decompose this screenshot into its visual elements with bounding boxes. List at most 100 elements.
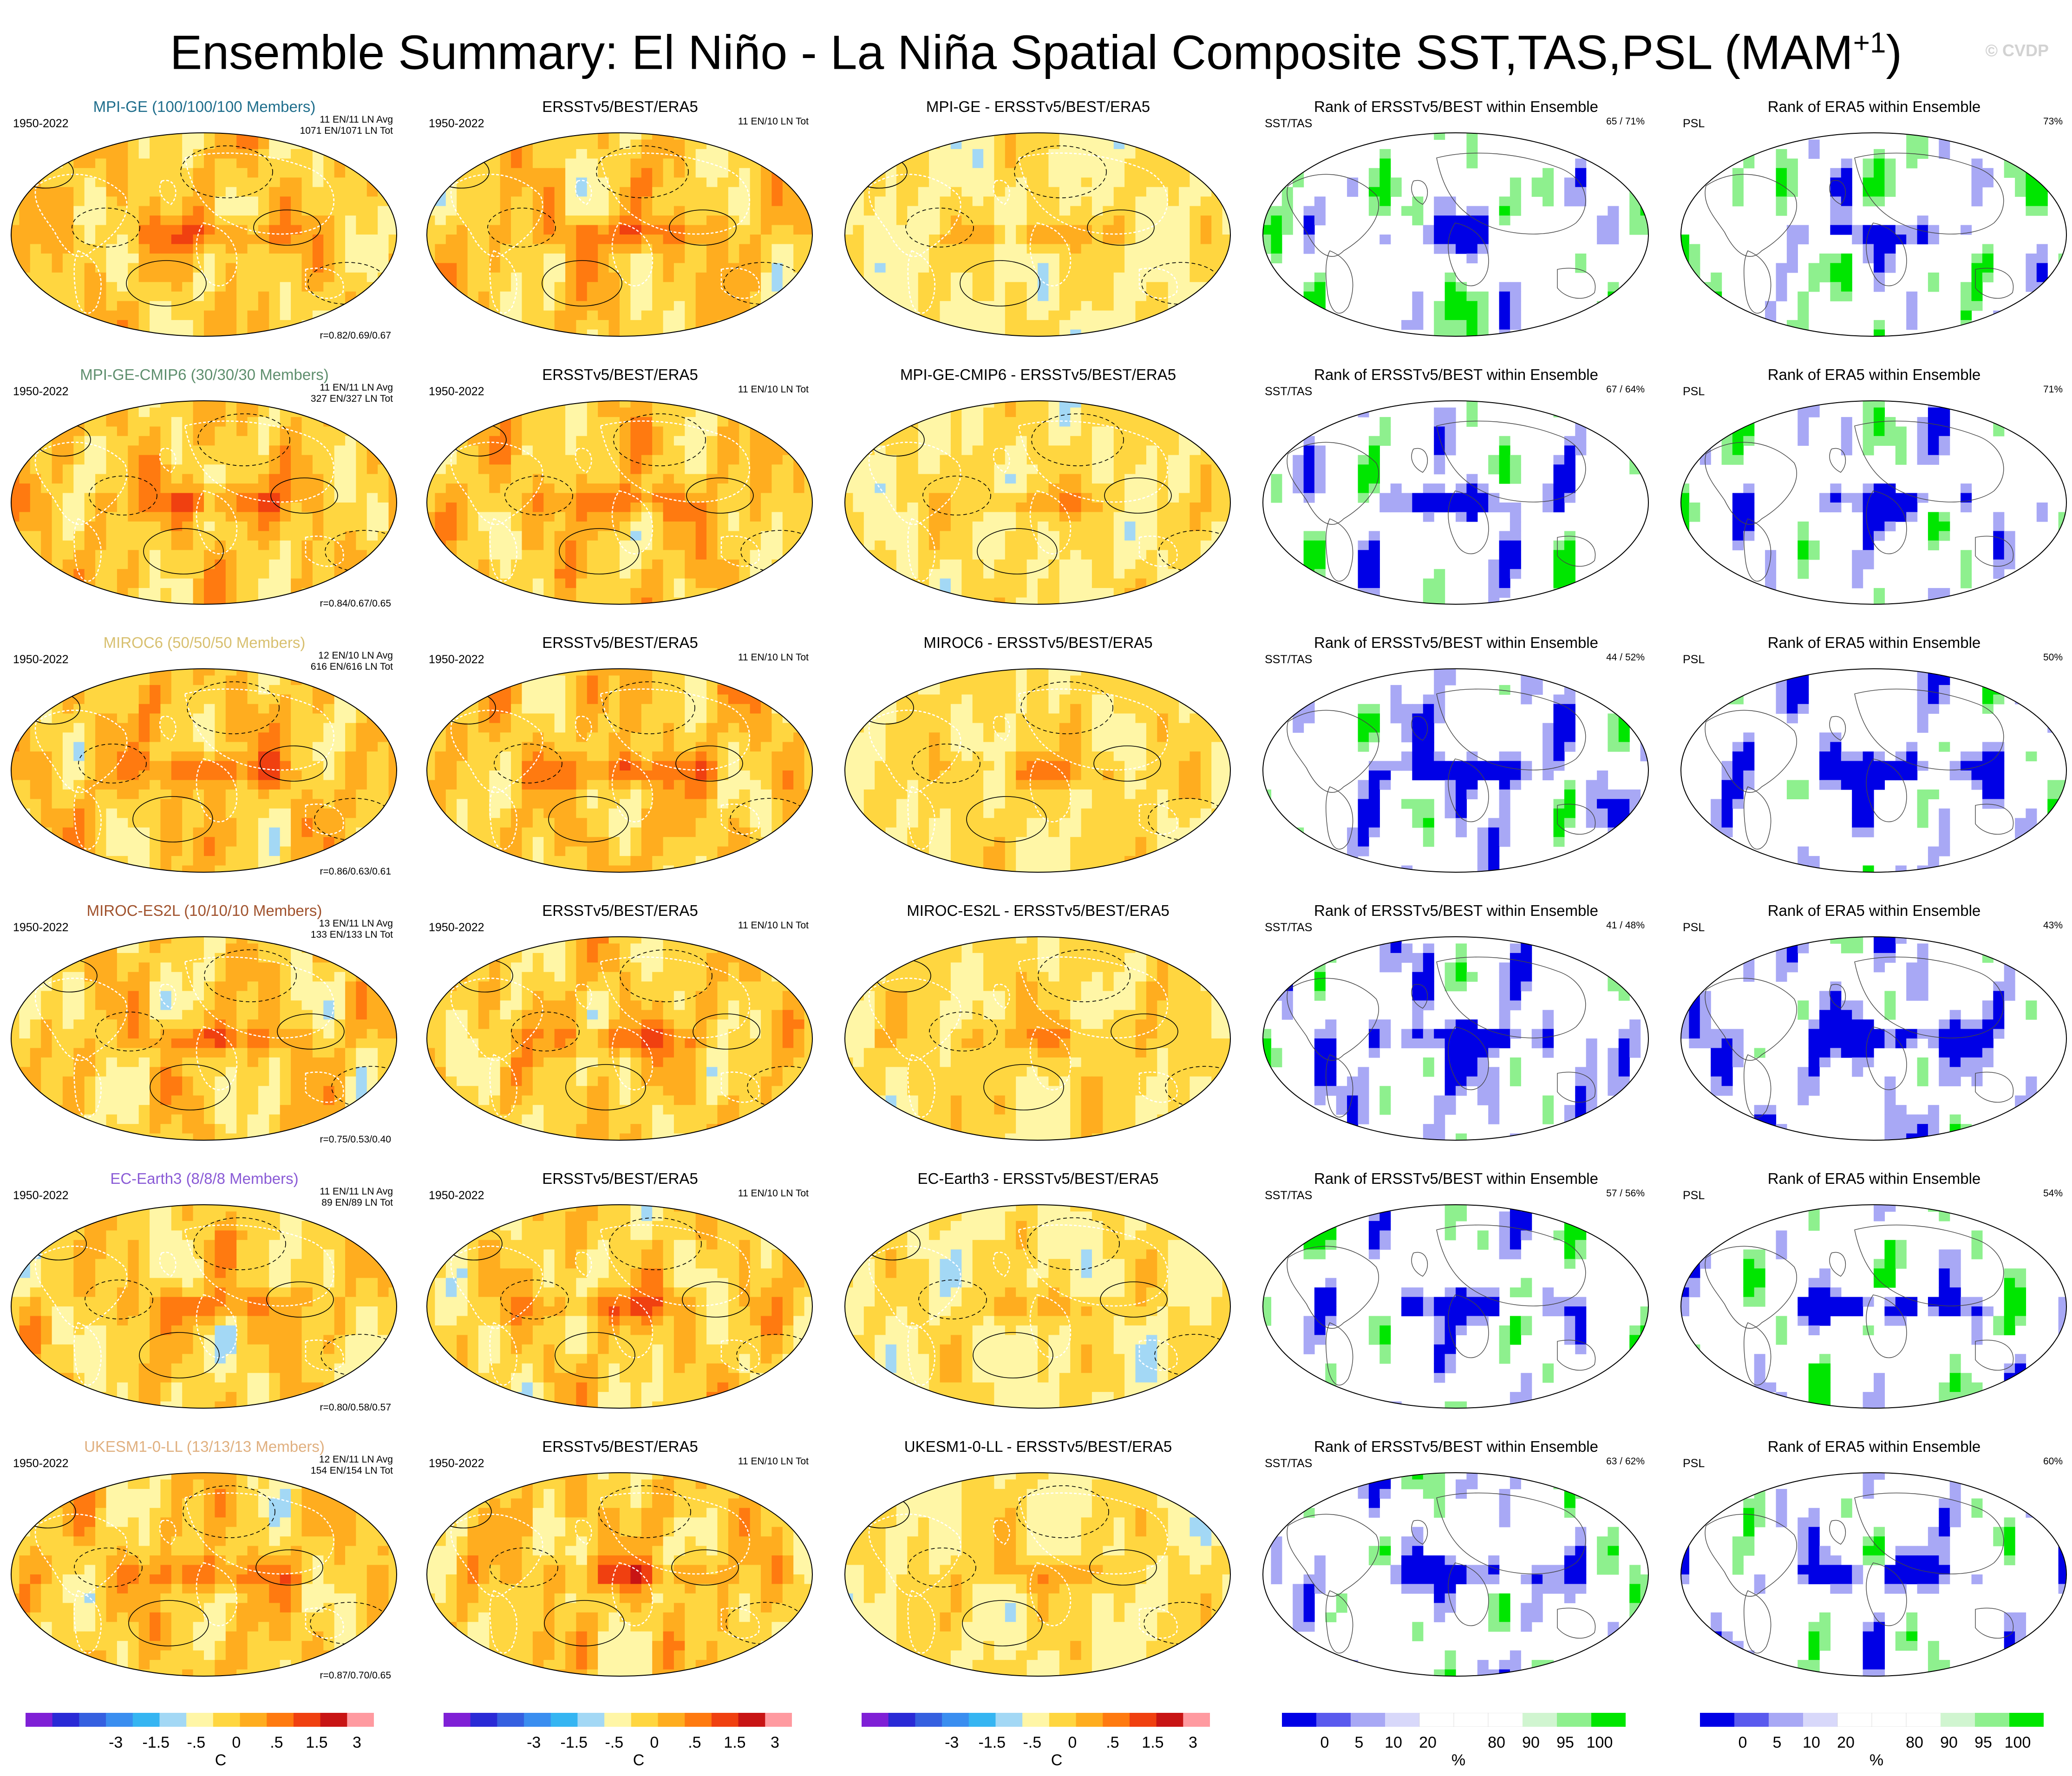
event-counts: 13 EN/11 LN Avg 133 EN/133 LN Tot [311, 918, 393, 940]
rank-sst-title: Rank of ERSSTv5/BEST within Ensemble [1314, 1170, 1598, 1187]
rank-psl-label: PSL [1683, 117, 1705, 130]
rank-psl-title: Rank of ERA5 within Ensemble [1767, 1170, 1981, 1187]
pattern-correlation: r=0.80/0.58/0.57 [320, 1402, 391, 1413]
rankp-map-4 [1680, 1204, 2067, 1409]
obs-count: 11 EN/10 LN Tot [738, 116, 809, 127]
temperature-tick-label: -.5 [187, 1734, 206, 1751]
model-title: MIROC-ES2L (10/10/10 Members) [86, 902, 322, 919]
event-counts: 12 EN/11 LN Avg 154 EN/154 LN Tot [311, 1454, 393, 1476]
rank-tick-label: 0 [1738, 1734, 1747, 1751]
rank-psl-value: 54% [2043, 1188, 2063, 1199]
diff-panel-0: MPI-GE - ERSSTv5/BEST/ERA5 [838, 98, 1238, 348]
rank-sst-value: 67 / 64% [1606, 384, 1645, 395]
avg-count: 12 EN/11 LN Avg [319, 1454, 393, 1465]
rank-tick-label: 5 [1354, 1734, 1364, 1751]
rank-psl-title: Rank of ERA5 within Ensemble [1767, 98, 1981, 115]
model-map-3 [11, 936, 397, 1141]
rank-sst-value: 44 / 52% [1606, 652, 1645, 663]
rank-tick-label: 80 [1488, 1734, 1505, 1751]
rank-map-0 [1262, 132, 1649, 337]
rank-tick-label: 95 [1556, 1734, 1574, 1751]
rank-psl-panel-0: Rank of ERA5 within Ensemble PSL 73% [1674, 98, 2072, 348]
obs-title: ERSSTv5/BEST/ERA5 [542, 98, 698, 115]
rank-psl-panel-2: Rank of ERA5 within Ensemble PSL 50% [1674, 633, 2072, 884]
rank-psl-value: 60% [2043, 1456, 2063, 1467]
model-map-5 [11, 1472, 397, 1677]
temperature-tick-label: 0 [650, 1734, 659, 1751]
obs-title: ERSSTv5/BEST/ERA5 [542, 1170, 698, 1187]
diff-map-0 [844, 132, 1231, 337]
rankp-map-3 [1680, 936, 2067, 1141]
pattern-correlation: r=0.86/0.63/0.61 [320, 866, 391, 877]
obs-title: ERSSTv5/BEST/ERA5 [542, 634, 698, 651]
rank-tick-label: 95 [1974, 1734, 1992, 1751]
rank-psl-label: PSL [1683, 1457, 1705, 1470]
obs-map-3 [426, 936, 813, 1141]
avg-count: 12 EN/10 LN Avg [318, 650, 393, 661]
rank-tick-label: 80 [1906, 1734, 1923, 1751]
temperature-tick-label: 0 [232, 1734, 241, 1751]
rank-tick-label: 20 [1837, 1734, 1855, 1751]
temperature-tick-label: 1.5 [724, 1734, 746, 1751]
model-map-4 [11, 1204, 397, 1409]
rank-colorbar-swatches [1700, 1712, 2044, 1727]
obs-count: 11 EN/10 LN Tot [738, 652, 809, 663]
diff-map-1 [844, 400, 1231, 605]
model-panel-2: MIROC6 (50/50/50 Members) 1950-2022 12 EN/… [5, 633, 404, 884]
obs-panel-4: ERSSTv5/BEST/ERA5 1950-2022 11 EN/10 LN To… [420, 1169, 820, 1420]
total-count: 154 EN/154 LN Tot [310, 1465, 393, 1476]
rank-sst-title: Rank of ERSSTv5/BEST within Ensemble [1314, 902, 1598, 919]
pattern-correlation: r=0.87/0.70/0.65 [320, 1670, 391, 1681]
model-title: UKESM1-0-LL (13/13/13 Members) [84, 1438, 325, 1455]
temperature-tick-label: 0 [1068, 1734, 1077, 1751]
diff-map-2 [844, 668, 1231, 873]
diff-panel-5: UKESM1-0-LL - ERSSTv5/BEST/ERA5 [838, 1437, 1238, 1688]
diff-panel-2: MIROC6 - ERSSTv5/BEST/ERA5 [838, 633, 1238, 884]
rank-psl-value: 73% [2043, 116, 2063, 127]
period-label: 1950-2022 [13, 1457, 69, 1470]
obs-map-0 [426, 132, 813, 337]
rank-sst-label: SST/TAS [1265, 385, 1313, 398]
temperature-tick-label: 1.5 [306, 1734, 328, 1751]
pattern-correlation: r=0.75/0.53/0.40 [320, 1134, 391, 1145]
rank-sst-value: 63 / 62% [1606, 1456, 1645, 1467]
obs-panel-2: ERSSTv5/BEST/ERA5 1950-2022 11 EN/10 LN To… [420, 633, 820, 884]
rank-sst-label: SST/TAS [1265, 921, 1313, 934]
total-count: 616 EN/616 LN Tot [310, 661, 393, 672]
rankp-map-5 [1680, 1472, 2067, 1677]
rank-sst-panel-0: Rank of ERSSTv5/BEST within Ensemble SST/… [1256, 98, 1656, 348]
obs-count: 11 EN/10 LN Tot [738, 1456, 809, 1467]
rank-map-1 [1262, 400, 1649, 605]
temperature-unit: C [633, 1751, 645, 1769]
temperature-tick-label: .5 [270, 1734, 283, 1751]
rank-map-5 [1262, 1472, 1649, 1677]
obs-map-2 [426, 668, 813, 873]
event-counts: 11 EN/11 LN Avg 327 EN/327 LN Tot [311, 382, 393, 405]
temperature-colorbar-2: -3 -1.5 -.5 0 .5 1.5 3 C [862, 1713, 1261, 1769]
rank-sst-title: Rank of ERSSTv5/BEST within Ensemble [1314, 366, 1598, 383]
rank-psl-title: Rank of ERA5 within Ensemble [1767, 902, 1981, 919]
rank-sst-panel-4: Rank of ERSSTv5/BEST within Ensemble SST/… [1256, 1169, 1656, 1420]
obs-map-4 [426, 1204, 813, 1409]
temperature-tick-label: -.5 [605, 1734, 624, 1751]
rank-psl-title: Rank of ERA5 within Ensemble [1767, 634, 1981, 651]
rank-psl-label: PSL [1683, 653, 1705, 666]
rank-sst-label: SST/TAS [1265, 653, 1313, 666]
title-text: Ensemble Summary: El Niño - La Niña Spat… [170, 26, 1853, 80]
temperature-tick-label: 3 [770, 1734, 779, 1751]
obs-period: 1950-2022 [429, 117, 484, 130]
obs-count: 11 EN/10 LN Tot [738, 384, 809, 395]
diff-map-4 [844, 1204, 1231, 1409]
rank-psl-panel-1: Rank of ERA5 within Ensemble PSL 71% [1674, 366, 2072, 616]
obs-panel-5: ERSSTv5/BEST/ERA5 1950-2022 11 EN/10 LN To… [420, 1437, 820, 1688]
obs-period: 1950-2022 [429, 1457, 484, 1470]
obs-period: 1950-2022 [429, 1189, 484, 1202]
rank-tick-label: 5 [1772, 1734, 1782, 1751]
temperature-unit: C [1051, 1751, 1063, 1769]
diff-title: MIROC6 - ERSSTv5/BEST/ERA5 [923, 634, 1153, 651]
temperature-colorbar-swatches [26, 1713, 374, 1727]
model-map-2 [11, 668, 397, 873]
temperature-colorbar-swatches [862, 1713, 1210, 1727]
rank-colorbar-3: 0 5 10 20 80 90 95 100% [1282, 1712, 1681, 1769]
model-panel-1: MPI-GE-CMIP6 (30/30/30 Members) 1950-2022… [5, 366, 404, 616]
